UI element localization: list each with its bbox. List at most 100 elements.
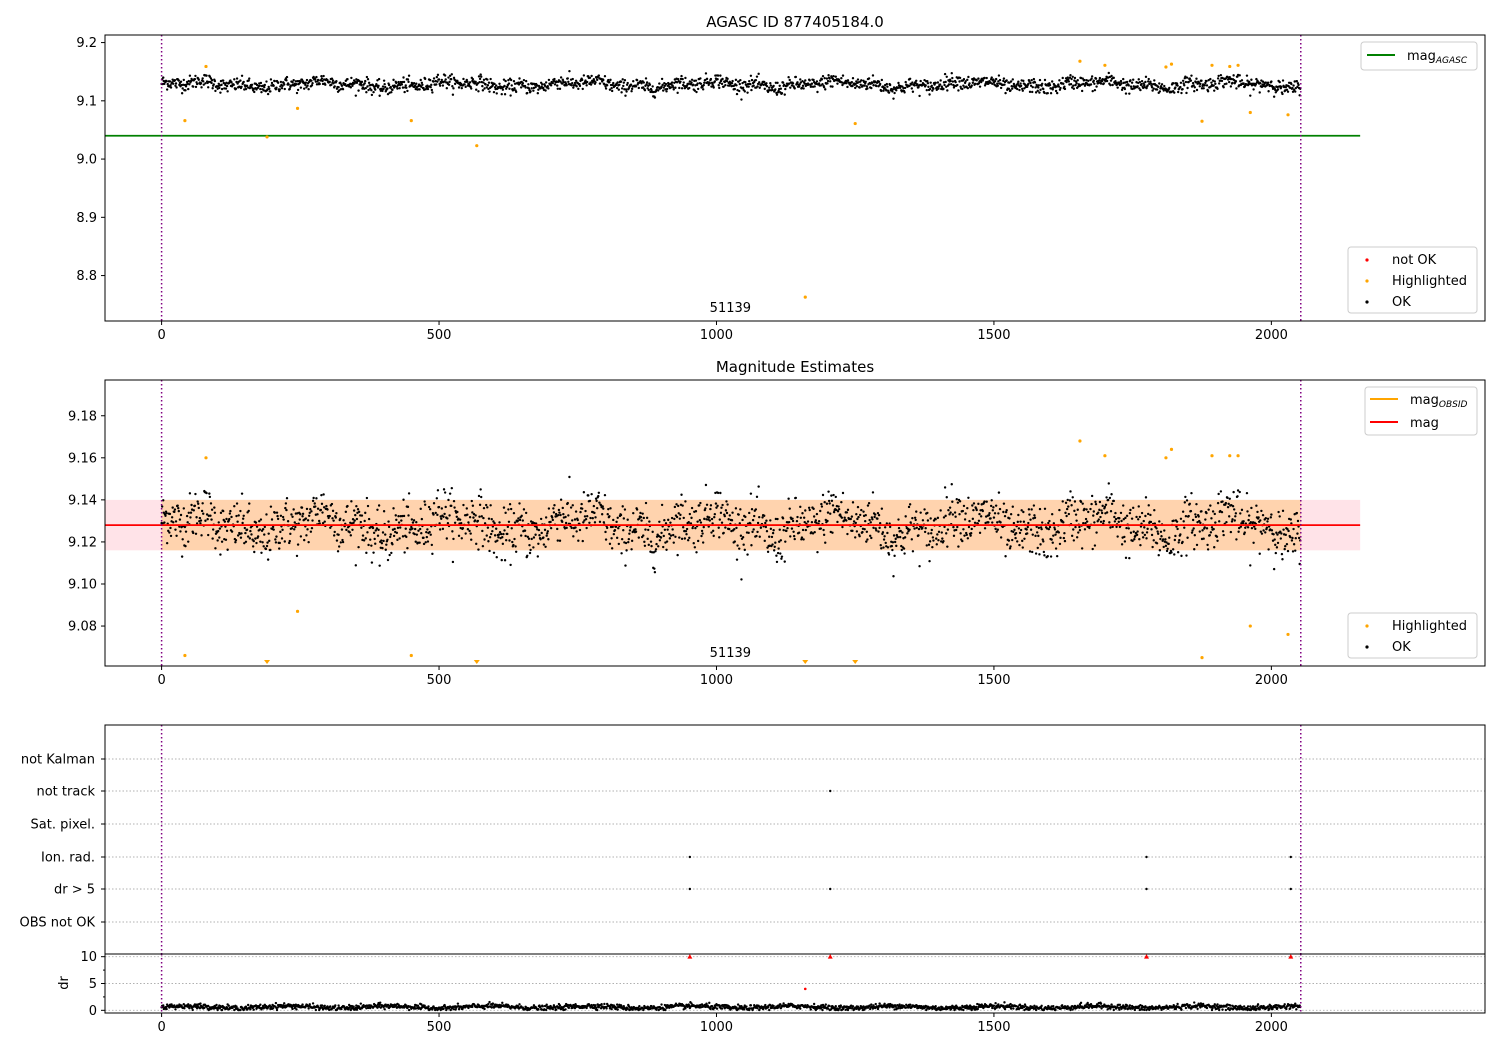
ok-point [1068, 76, 1072, 79]
ok-point [735, 84, 738, 87]
ok-point [937, 539, 940, 542]
ok-point [758, 515, 761, 519]
ok-point [420, 532, 423, 535]
ok-point [316, 513, 319, 516]
ok-point [282, 518, 285, 521]
ok-point [911, 550, 915, 553]
ok-point [542, 536, 545, 539]
ok-point [1188, 502, 1192, 505]
ok-point [341, 538, 344, 542]
ok-point [690, 81, 693, 84]
ok-point [764, 521, 767, 525]
ok-point [524, 86, 527, 89]
ok-point [1062, 82, 1065, 85]
ok-point [386, 87, 389, 90]
ok-point [551, 81, 554, 85]
ok-point [855, 530, 859, 533]
ok-point [313, 502, 316, 505]
ok-point [185, 514, 189, 518]
ok-point [749, 82, 752, 86]
ok-point [1083, 78, 1086, 82]
ok-point [337, 85, 340, 89]
ok-point [602, 507, 605, 510]
ok-point [911, 90, 915, 93]
ok-point [528, 551, 532, 555]
ok-point [1211, 510, 1215, 513]
ok-point [564, 515, 567, 519]
ok-point [891, 548, 894, 552]
ok-point [622, 529, 625, 532]
ok-point [985, 76, 988, 80]
ok-point [252, 539, 255, 543]
ok-point [854, 86, 857, 90]
ok-point [589, 516, 592, 520]
ok-point [1192, 84, 1195, 87]
ok-point [860, 79, 863, 82]
ok-point [623, 79, 627, 82]
ok-point [544, 81, 548, 84]
ok-point [1249, 564, 1252, 567]
ok-point [1227, 502, 1230, 505]
ok-point [820, 78, 824, 81]
ok-point [1204, 518, 1207, 521]
ok-point [1281, 509, 1285, 513]
ok-point [1281, 558, 1284, 561]
ok-point [270, 81, 274, 85]
dr-point [308, 1003, 311, 1006]
ok-point [881, 531, 885, 534]
ok-point [240, 492, 244, 495]
ok-point [708, 516, 711, 519]
ok-point [676, 91, 679, 95]
ok-point [777, 547, 780, 550]
ok-point [395, 81, 398, 85]
dr-point [320, 1004, 324, 1007]
ok-point [1033, 81, 1037, 84]
ok-point [617, 527, 620, 530]
ok-point [642, 86, 645, 89]
ok-point [886, 531, 889, 535]
ok-point [1028, 90, 1032, 94]
ok-point [662, 545, 665, 549]
ok-point [333, 85, 336, 88]
ok-point [516, 519, 520, 523]
ok-point [613, 528, 617, 532]
highlighted-point [409, 119, 413, 123]
ok-point [632, 79, 635, 83]
ok-point [166, 82, 169, 86]
ok-point [1258, 91, 1261, 94]
ok-point [1038, 91, 1041, 94]
ok-point [781, 81, 785, 84]
ok-point [380, 539, 383, 542]
ok-point [306, 528, 309, 531]
ok-point [719, 511, 723, 515]
ok-point [1289, 535, 1292, 539]
ok-point [1259, 519, 1262, 522]
ok-point [283, 83, 286, 86]
obsid-label: 51139 [710, 646, 751, 661]
ok-point [748, 79, 751, 83]
ok-point [1280, 532, 1283, 535]
ok-point [342, 519, 345, 522]
ok-point [644, 528, 647, 531]
ok-point [478, 515, 481, 518]
ok-point [1267, 90, 1270, 93]
ok-point [943, 486, 947, 489]
ok-point [1068, 499, 1072, 502]
ok-point [1048, 525, 1052, 529]
ok-point [778, 84, 781, 87]
ok-point [475, 542, 478, 546]
ok-point [1070, 534, 1074, 538]
ok-point [883, 535, 886, 538]
ok-point [926, 519, 930, 522]
ok-point [694, 510, 698, 513]
x-tick-label: 1000 [700, 328, 733, 343]
ok-point [1222, 86, 1225, 89]
ok-point [705, 77, 709, 81]
ok-point [1109, 79, 1113, 82]
ok-point [959, 532, 962, 535]
ok-point [450, 486, 454, 490]
ok-point [1113, 520, 1117, 523]
ok-point [1294, 537, 1297, 540]
